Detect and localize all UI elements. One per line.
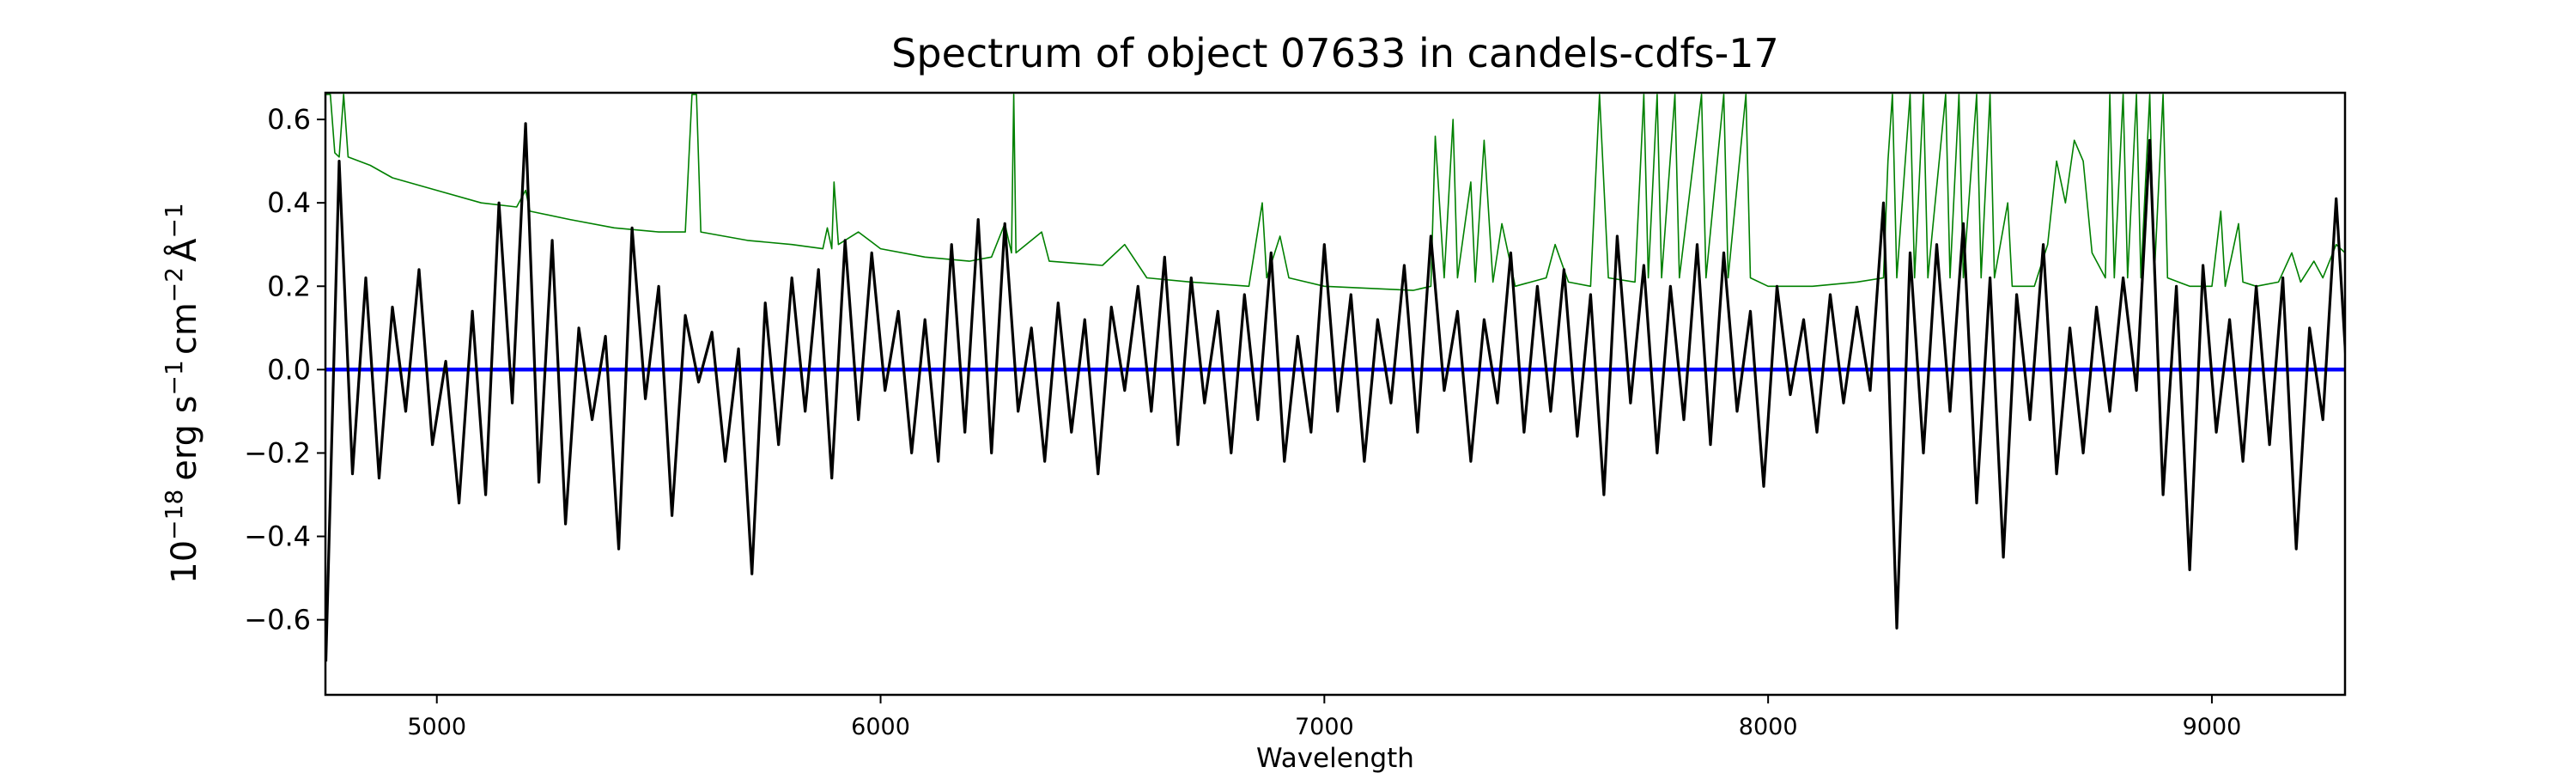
y-axis-label: 10−18erg s−1cm−2Å−1 [160, 203, 204, 583]
x-tick-label: 8000 [1739, 714, 1798, 740]
y-tick-label: 0.2 [267, 270, 311, 302]
y-tick-label: −0.6 [244, 604, 311, 636]
x-tick-label: 7000 [1295, 714, 1354, 740]
y-tick-label: −0.2 [244, 436, 311, 469]
x-tick-label: 9000 [2183, 714, 2242, 740]
y-tick-label: 0.0 [267, 353, 311, 386]
y-tick-label: 0.6 [267, 103, 311, 136]
y-tick-label: −0.4 [244, 520, 311, 553]
x-axis-label: Wavelength [1256, 743, 1414, 773]
series-flux-line [325, 122, 2345, 662]
y-tick-label: 0.4 [267, 186, 311, 219]
x-tick-label: 5000 [407, 714, 466, 740]
chart-title: Spectrum of object 07633 in candels-cdfs… [891, 30, 1779, 76]
plot-frame [324, 91, 2347, 697]
x-tick-label: 6000 [851, 714, 910, 740]
